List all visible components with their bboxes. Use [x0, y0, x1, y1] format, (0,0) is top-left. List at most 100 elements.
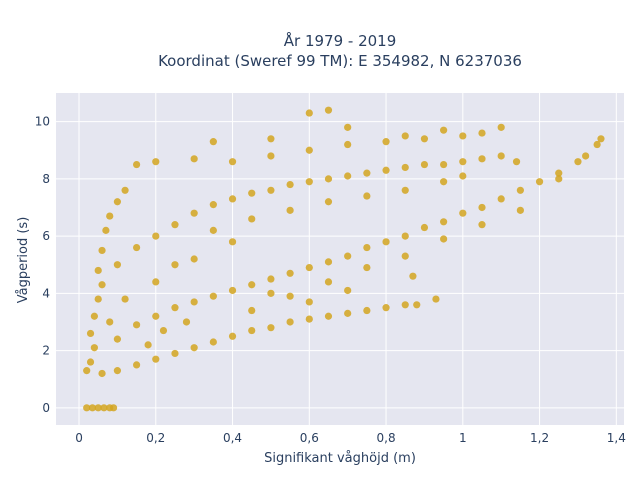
- x-tick-label: 0: [75, 431, 83, 445]
- data-point: [324, 106, 333, 114]
- data-point: [478, 221, 486, 229]
- x-tick-label: 1: [459, 431, 467, 445]
- chart-title-line-1: År 1979 - 2019: [284, 31, 397, 50]
- data-point: [171, 304, 179, 312]
- data-point: [86, 358, 95, 366]
- data-point: [144, 341, 152, 349]
- data-point: [86, 329, 95, 338]
- data-point: [324, 175, 333, 183]
- data-point: [152, 278, 160, 286]
- x-tick-label: 1,2: [530, 431, 549, 445]
- data-point: [382, 138, 390, 146]
- data-point: [113, 261, 122, 269]
- data-point: [344, 286, 352, 295]
- data-point: [83, 367, 91, 375]
- data-point: [228, 286, 237, 295]
- data-point: [459, 172, 467, 180]
- data-point: [555, 169, 563, 177]
- data-point: [593, 140, 601, 149]
- data-point: [209, 138, 217, 146]
- data-point: [94, 295, 102, 303]
- x-tick-label: 0,4: [223, 431, 242, 445]
- data-point: [512, 158, 521, 166]
- data-point: [305, 146, 313, 154]
- data-point: [98, 369, 106, 378]
- data-point: [305, 298, 313, 306]
- data-point: [440, 126, 448, 134]
- data-point: [90, 344, 98, 352]
- data-point: [267, 275, 275, 283]
- data-point: [113, 367, 122, 375]
- data-point: [344, 123, 352, 131]
- data-point: [190, 209, 198, 217]
- data-point: [324, 278, 333, 286]
- data-point: [100, 404, 108, 412]
- data-point: [382, 238, 390, 246]
- data-point: [83, 404, 91, 412]
- data-point: [597, 135, 605, 143]
- data-point: [98, 281, 106, 289]
- data-point: [516, 206, 524, 214]
- data-point: [88, 404, 97, 412]
- data-point: [324, 258, 333, 266]
- data-point: [459, 158, 467, 166]
- x-tick-label: 1,4: [607, 431, 626, 445]
- y-tick-label: 4: [42, 286, 50, 300]
- data-point: [121, 295, 129, 303]
- data-point: [228, 195, 237, 203]
- data-point: [382, 166, 390, 174]
- data-point: [267, 135, 275, 143]
- data-point: [324, 198, 333, 206]
- data-point: [159, 326, 168, 335]
- plot-background: [56, 93, 624, 425]
- data-point: [152, 158, 160, 166]
- data-point: [401, 163, 409, 172]
- y-tick-label: 10: [35, 115, 50, 129]
- data-point: [209, 201, 217, 209]
- data-point: [497, 123, 505, 131]
- data-point: [209, 338, 217, 346]
- data-point: [152, 312, 160, 320]
- y-tick-label: 2: [42, 344, 50, 358]
- data-point: [459, 209, 467, 217]
- x-tick-labels: 0 0,2 0,4 0,6 0,8 1 1,2 1,4: [75, 431, 626, 445]
- data-point: [94, 404, 102, 412]
- data-point: [190, 255, 198, 263]
- data-point: [401, 252, 409, 260]
- data-point: [305, 263, 313, 272]
- data-point: [132, 361, 141, 369]
- data-point: [459, 132, 467, 140]
- data-point: [440, 218, 448, 226]
- data-point: [171, 349, 179, 358]
- y-tick-labels: 0 2 4 6 8 10: [35, 115, 50, 415]
- data-point: [286, 180, 294, 189]
- data-point: [382, 304, 390, 312]
- data-point: [344, 309, 352, 317]
- data-point: [190, 298, 198, 306]
- data-point: [535, 178, 544, 186]
- data-point: [98, 246, 106, 255]
- data-point: [555, 175, 563, 183]
- data-point: [582, 152, 590, 160]
- data-point: [109, 404, 118, 412]
- data-point: [286, 292, 294, 300]
- data-point: [401, 186, 409, 194]
- data-point: [286, 206, 294, 214]
- data-point: [113, 335, 122, 343]
- data-point: [106, 318, 114, 326]
- data-point: [344, 172, 352, 180]
- data-point: [171, 261, 179, 269]
- data-point: [171, 221, 179, 229]
- data-point: [420, 160, 429, 169]
- y-axis-title: Vågperiod (s): [16, 217, 31, 304]
- data-points: [83, 106, 605, 412]
- data-point: [440, 235, 448, 243]
- data-point: [228, 238, 237, 246]
- data-point: [363, 263, 371, 272]
- data-point: [267, 289, 275, 297]
- data-point: [478, 203, 486, 212]
- data-point: [248, 326, 256, 335]
- data-point: [305, 109, 313, 117]
- data-point: [228, 332, 237, 340]
- data-point: [209, 226, 217, 234]
